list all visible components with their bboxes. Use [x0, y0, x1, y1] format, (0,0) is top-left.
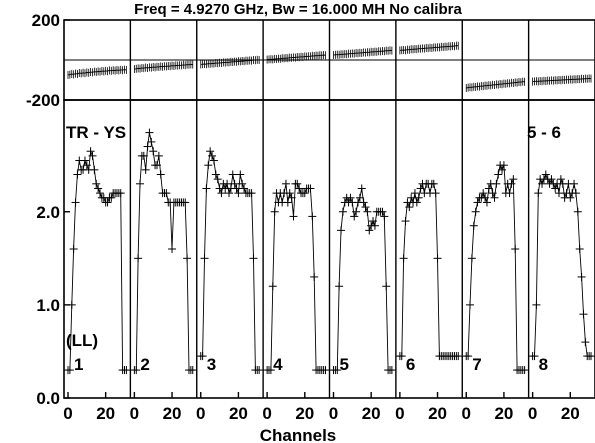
phase-line	[399, 45, 459, 51]
baseline-panel: 4	[263, 51, 330, 375]
amplitude-line	[466, 163, 525, 371]
amplitude-line	[532, 173, 591, 357]
polarization-label: (LL)	[66, 331, 98, 350]
pair-label: 5 - 6	[527, 123, 561, 142]
phase-line	[466, 81, 525, 89]
phase-line	[67, 69, 127, 76]
channel-tick-label: 20	[163, 404, 182, 423]
baseline-panel: 6	[395, 41, 463, 374]
phase-line	[267, 54, 326, 61]
amplitude-line	[399, 182, 459, 357]
channel-tick-label: 20	[295, 404, 314, 423]
channel-tick-label: 20	[428, 404, 447, 423]
channel-axis: 0 20 0 20 0 20 0 20 0 20 0 20 0 20 0 20	[63, 392, 580, 423]
panel-label: 8	[539, 355, 548, 374]
panel-frames	[63, 19, 595, 399]
channel-tick-label: 0	[130, 404, 139, 423]
panel-label: 2	[140, 355, 149, 374]
panel-label: 4	[273, 355, 283, 374]
channel-tick-label: 20	[229, 404, 248, 423]
amplitude-tick-label: 2.0	[36, 203, 60, 222]
phase-axis: 200 -200	[26, 11, 70, 110]
phase-tick-label: 200	[32, 11, 60, 30]
phase-line	[333, 49, 392, 56]
panel-label: 5	[340, 355, 349, 374]
baseline-panel: 8	[528, 74, 595, 374]
baseline-panel: 1	[64, 65, 131, 375]
phase-line	[134, 63, 193, 70]
channel-tick-label: 0	[462, 404, 471, 423]
panel-label: 1	[74, 355, 83, 374]
data-series: 1 2 3 4 5 6 7 8	[64, 41, 595, 375]
chart-title: Freq = 4.9270 GHz, Bw = 16.000 MH No cal…	[134, 1, 462, 18]
baseline-label: TR - YS	[66, 123, 126, 142]
panel-label: 7	[472, 355, 481, 374]
channel-tick-label: 20	[561, 404, 580, 423]
channel-tick-label: 20	[362, 404, 381, 423]
baseline-panel: 3	[196, 55, 264, 375]
channel-tick-label: 0	[329, 404, 338, 423]
channel-tick-label: 20	[96, 404, 115, 423]
phase-line	[532, 77, 592, 83]
channel-tick-label: 0	[395, 404, 404, 423]
channel-tick-label: 0	[63, 404, 72, 423]
baseline-panel: 5	[329, 46, 396, 375]
channel-tick-label: 20	[494, 404, 513, 423]
baseline-panel: 2	[130, 60, 197, 375]
amplitude-line	[134, 132, 193, 371]
amplitude-axis: 0.0 1.0 2.0	[36, 203, 70, 408]
amplitude-tick-label: 0.0	[36, 389, 60, 408]
x-axis-label: Channels	[260, 426, 337, 443]
amplitude-line	[333, 188, 392, 371]
panel-label: 6	[406, 355, 415, 374]
channel-tick-label: 0	[262, 404, 271, 423]
amplitude-tick-label: 1.0	[36, 296, 60, 315]
baseline-panel: 7	[462, 77, 529, 375]
phase-tick-label: -200	[26, 91, 60, 110]
channel-tick-label: 0	[196, 404, 205, 423]
panel-label: 3	[207, 355, 216, 374]
channel-tick-label: 0	[528, 404, 537, 423]
